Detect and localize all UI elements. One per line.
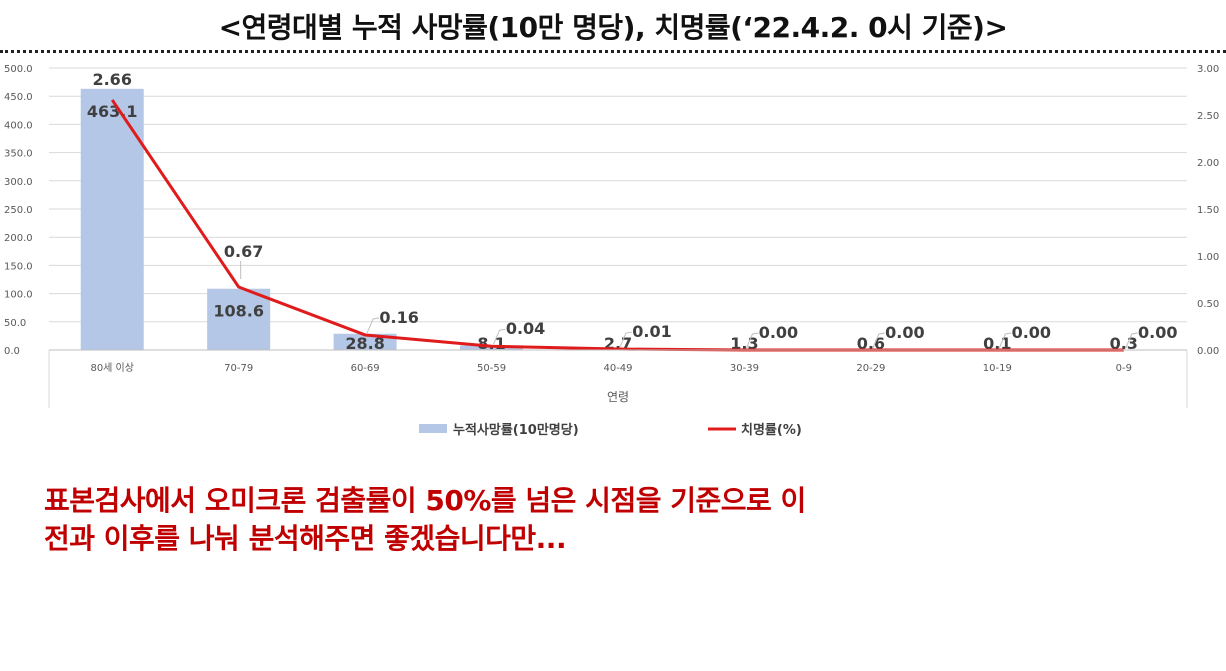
y2-tick-label: 3.00 — [1197, 64, 1219, 75]
bar-data-label: 0.1 — [983, 334, 1011, 353]
title-divider — [0, 50, 1226, 53]
line-data-label: 0.16 — [379, 308, 418, 327]
y-tick-label: 200.0 — [4, 233, 33, 244]
bar-data-label: 0.3 — [1110, 334, 1138, 353]
y-tick-label: 100.0 — [4, 290, 33, 301]
x-tick-label: 0-9 — [1116, 363, 1132, 374]
right-axis-ticks: 0.00 0.50 1.00 1.50 2.00 2.50 3.00 — [1197, 64, 1219, 357]
x-tick-label: 70-79 — [224, 363, 253, 374]
leader-line — [619, 331, 633, 348]
leader-line — [493, 328, 506, 345]
line-data-label: 2.66 — [92, 70, 131, 89]
x-tick-label: 30-39 — [730, 363, 759, 374]
leader-line — [745, 332, 759, 349]
y-tick-label: 0.0 — [4, 346, 20, 357]
line-data-label: 0.00 — [1138, 323, 1177, 342]
x-tick-label: 10-19 — [983, 363, 1012, 374]
leader-line — [872, 332, 885, 349]
y-tick-label: 150.0 — [4, 261, 33, 272]
x-axis-title: 연령 — [607, 390, 629, 404]
x-tick-label: 40-49 — [603, 363, 632, 374]
y2-tick-label: 2.00 — [1197, 158, 1219, 169]
y2-tick-label: 0.50 — [1197, 299, 1219, 310]
comment-line-2: 전과 이후를 나눠 분석해주면 좋겠습니다만... — [44, 522, 567, 555]
x-tick-label: 80세 이상 — [90, 362, 134, 374]
bar — [207, 288, 271, 350]
leader-line — [366, 317, 380, 334]
y-tick-label: 50.0 — [4, 318, 26, 329]
y-tick-label: 400.0 — [4, 120, 33, 131]
line-data-label: 0.67 — [224, 242, 263, 261]
bar-data-label: 463.1 — [87, 102, 138, 121]
leader-line — [1125, 332, 1138, 349]
bar-data-label: 0.6 — [857, 334, 885, 353]
bar-data-label: 8.1 — [477, 334, 505, 353]
left-axis-ticks: 0.0 50.0 100.0 150.0 200.0 250.0 300.0 350.0 400… — [4, 64, 33, 357]
y2-tick-label: 0.00 — [1197, 346, 1219, 357]
line-data-label: 0.01 — [632, 322, 671, 341]
line-labels: 2.66 0.67 0.16 0.04 0.01 0.00 0.00 0.00 0.00 — [92, 70, 1178, 349]
legend-swatch-bar — [419, 424, 447, 433]
y-tick-label: 500.0 — [4, 64, 33, 75]
leader-line — [998, 332, 1012, 349]
bar-data-label: 1.3 — [730, 334, 758, 353]
line-data-label: 0.00 — [1012, 323, 1051, 342]
x-tick-label: 60-69 — [351, 363, 380, 374]
y-tick-label: 450.0 — [4, 92, 33, 103]
y2-tick-label: 2.50 — [1197, 111, 1219, 122]
y-tick-label: 350.0 — [4, 149, 33, 160]
x-axis: 80세 이상 70-79 60-69 50-59 40-49 30-39 20-29 10-1… — [48, 349, 1188, 408]
legend: 누적사망률(10만명당) 치명률(%) — [419, 422, 802, 438]
comment-line-1: 표본검사에서 오미크론 검출률이 50%를 넘은 시점을 기준으로 이 — [44, 484, 806, 517]
y2-tick-label: 1.00 — [1197, 252, 1219, 263]
bar-data-label: 108.6 — [213, 302, 264, 321]
y-tick-label: 300.0 — [4, 177, 33, 188]
line-data-label: 0.00 — [759, 323, 798, 342]
x-tick-label: 20-29 — [856, 363, 885, 374]
page-title: <연령대별 누적 사망률(10만 명당), 치명률(‘22.4.2. 0시 기준… — [218, 11, 1008, 44]
legend-label-line: 치명률(%) — [741, 422, 802, 438]
comment-text: 표본검사에서 오미크론 검출률이 50%를 넘은 시점을 기준으로 이 전과 이… — [44, 482, 1144, 558]
y2-tick-label: 1.50 — [1197, 205, 1219, 216]
bar — [80, 88, 144, 351]
bar-data-label: 28.8 — [345, 334, 384, 353]
combo-chart: 0.0 50.0 100.0 150.0 200.0 250.0 300.0 350.0 400… — [4, 64, 1219, 438]
x-tick-label: 50-59 — [477, 363, 506, 374]
legend-label-bar: 누적사망률(10만명당) — [453, 422, 579, 438]
y-tick-label: 250.0 — [4, 205, 33, 216]
line-data-label: 0.04 — [506, 319, 545, 338]
line-data-label: 0.00 — [885, 323, 924, 342]
